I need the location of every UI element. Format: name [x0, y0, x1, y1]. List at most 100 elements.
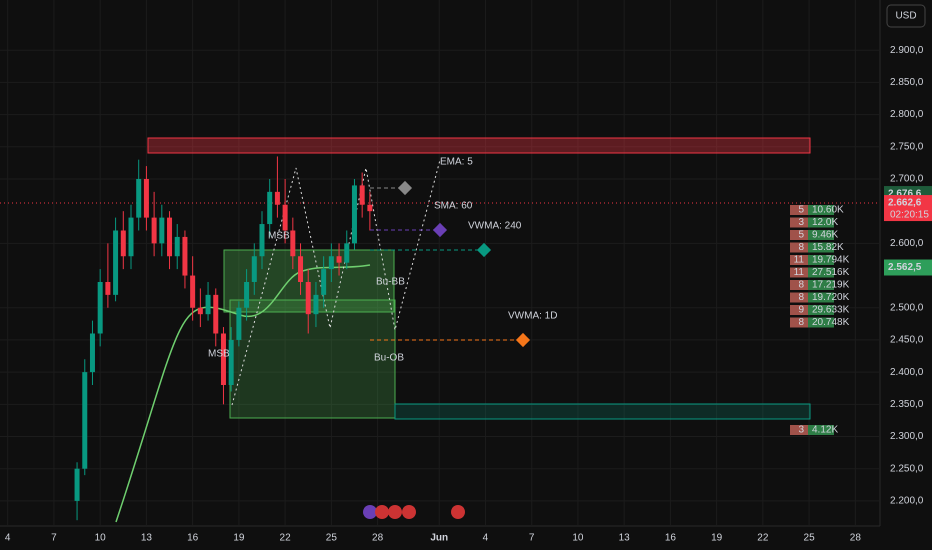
annotation: SMA: 60 — [434, 201, 473, 212]
annotation: VWMA: 1D — [508, 311, 557, 322]
y-tick-label: 2.800,0 — [890, 109, 924, 120]
ema-line — [115, 264, 371, 523]
profile-count: 9 — [798, 305, 804, 316]
candle-body — [220, 333, 226, 386]
candle-body — [190, 275, 196, 308]
ma-marker — [515, 332, 531, 348]
price-label: 2.676,6 — [888, 189, 922, 200]
profile-volume: 29.633K — [812, 305, 850, 316]
candle-body — [259, 224, 265, 257]
profile-volume: 17.219K — [812, 280, 850, 291]
profile-buy — [808, 230, 834, 240]
candle-body — [89, 333, 95, 373]
candle-body — [136, 178, 142, 218]
y-tick-label: 2.750,0 — [890, 141, 924, 152]
profile-count: 8 — [798, 317, 804, 328]
candle-body — [143, 178, 149, 218]
candle-body — [197, 307, 203, 315]
candle-body — [128, 217, 134, 257]
resistance-zone — [147, 137, 811, 154]
candle-body — [105, 281, 111, 295]
profile-sell — [790, 255, 808, 265]
y-tick-label: 2.250,0 — [890, 463, 924, 474]
annotation: VWMA: 240 — [468, 221, 522, 232]
annotation: Bu-OB — [374, 353, 404, 364]
x-tick-label: 25 — [804, 533, 816, 544]
profile-sell — [790, 267, 808, 278]
candle-body — [236, 307, 242, 340]
profile-count: 8 — [798, 280, 804, 291]
profile-sell — [790, 305, 808, 315]
x-tick-label: 16 — [665, 533, 677, 544]
x-tick-label: 16 — [187, 533, 199, 544]
profile-sell — [790, 425, 808, 435]
candle-body — [228, 339, 234, 386]
annotation: Bu-BB — [376, 277, 405, 288]
candle-body — [159, 217, 165, 244]
profile-volume: 12.0K — [812, 217, 838, 228]
profile-buy — [808, 280, 834, 290]
demand-zone — [394, 403, 811, 420]
x-tick-label: 28 — [372, 533, 384, 544]
profile-volume: 4.12K — [812, 425, 838, 436]
profile-volume: 19.794K — [812, 255, 850, 266]
candle-body — [213, 294, 219, 334]
profile-sell — [790, 317, 808, 328]
profile-sell — [790, 205, 808, 215]
price-label: 2.662,6 — [888, 198, 922, 209]
y-tick-label: 2.600,0 — [890, 238, 924, 249]
candle-body — [174, 236, 180, 257]
x-tick-label: 13 — [141, 533, 153, 544]
annotation: EMA: 5 — [440, 157, 473, 168]
currency: USD — [895, 11, 916, 22]
x-tick-label: 28 — [850, 533, 862, 544]
candle-body — [267, 191, 273, 225]
profile-sell — [790, 280, 808, 290]
candle-body — [305, 281, 311, 315]
candle-body — [359, 185, 365, 205]
countdown: 02:20:15 — [890, 210, 929, 221]
y-tick-label: 2.900,0 — [890, 45, 924, 56]
x-tick-label: 10 — [572, 533, 584, 544]
profile-count: 5 — [798, 230, 804, 241]
annotation: MSB — [208, 349, 230, 360]
ma-marker — [432, 222, 448, 238]
profile-count: 8 — [798, 242, 804, 253]
y-tick-label: 2.300,0 — [890, 431, 924, 442]
profile-buy — [808, 217, 834, 228]
annotation: MSB — [268, 231, 290, 242]
candle-body — [120, 230, 126, 257]
y-tick-label: 2.850,0 — [890, 77, 924, 88]
candle-body — [344, 243, 350, 263]
profile-volume: 27.516K — [812, 267, 850, 278]
candle-body — [97, 281, 103, 334]
x-tick-label: 19 — [233, 533, 245, 544]
currency-button[interactable] — [886, 4, 926, 28]
profile-count: 11 — [794, 267, 805, 278]
candle-body — [367, 204, 373, 212]
candle-body — [82, 372, 88, 469]
candle-body — [328, 256, 334, 270]
ma-marker — [397, 180, 413, 196]
profile-buy — [808, 205, 834, 215]
price-label-box — [884, 259, 932, 276]
profile-buy — [808, 242, 834, 253]
candle-body — [74, 468, 80, 501]
profile-buy — [808, 255, 834, 265]
candle-body — [251, 256, 257, 282]
candle-body — [298, 256, 304, 282]
x-tick-label: 22 — [757, 533, 769, 544]
profile-sell — [790, 230, 808, 240]
x-tick-label: 22 — [280, 533, 292, 544]
y-tick-label: 2.500,0 — [890, 302, 924, 313]
profile-buy — [808, 317, 834, 328]
profile-buy — [808, 425, 834, 435]
x-tick-label: 19 — [711, 533, 723, 544]
x-tick-label: 7 — [51, 533, 57, 544]
candle-body — [351, 185, 357, 244]
candle-body — [274, 191, 280, 205]
profile-sell — [790, 217, 808, 228]
profile-count: 3 — [798, 217, 804, 228]
